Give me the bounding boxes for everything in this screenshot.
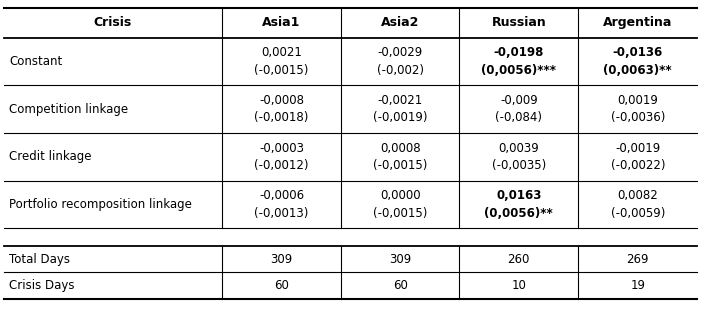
Text: (-0,0022): (-0,0022) (611, 159, 665, 172)
Text: -0,0008: -0,0008 (259, 94, 304, 107)
Text: Portfolio recomposition linkage: Portfolio recomposition linkage (9, 198, 192, 211)
Text: (-0,0035): (-0,0035) (491, 159, 546, 172)
Text: (-0,0015): (-0,0015) (373, 159, 428, 172)
Text: 0,0039: 0,0039 (498, 142, 539, 155)
Text: Asia2: Asia2 (381, 16, 419, 29)
Text: (-0,0036): (-0,0036) (611, 111, 665, 124)
Text: 10: 10 (511, 279, 526, 292)
Text: 19: 19 (630, 279, 646, 292)
Text: (-0,0015): (-0,0015) (373, 206, 428, 220)
Text: Credit linkage: Credit linkage (9, 150, 92, 163)
Text: 0,0163: 0,0163 (496, 189, 541, 203)
Text: (-0,0059): (-0,0059) (611, 206, 665, 220)
Text: (-0,084): (-0,084) (496, 111, 543, 124)
Text: 60: 60 (274, 279, 289, 292)
Text: -0,0021: -0,0021 (378, 94, 423, 107)
Text: -0,0019: -0,0019 (615, 142, 660, 155)
Text: Total Days: Total Days (9, 253, 70, 266)
Text: (-0,0013): (-0,0013) (254, 206, 308, 220)
Text: Crisis: Crisis (94, 16, 132, 29)
Text: Competition linkage: Competition linkage (9, 103, 128, 116)
Text: 0,0082: 0,0082 (618, 189, 658, 203)
Text: -0,0006: -0,0006 (259, 189, 304, 203)
Text: (-0,0012): (-0,0012) (254, 159, 308, 172)
Text: 269: 269 (627, 253, 649, 266)
Text: -0,0198: -0,0198 (494, 46, 544, 60)
Text: (-0,002): (-0,002) (376, 63, 423, 77)
Text: 260: 260 (508, 253, 530, 266)
Text: (-0,0019): (-0,0019) (373, 111, 428, 124)
Text: Constant: Constant (9, 55, 62, 68)
Text: 0,0000: 0,0000 (380, 189, 421, 203)
Text: 309: 309 (389, 253, 411, 266)
Text: 0,0019: 0,0019 (618, 94, 658, 107)
Text: Russian: Russian (491, 16, 546, 29)
Text: (-0,0015): (-0,0015) (254, 63, 308, 77)
Text: (0,0056)***: (0,0056)*** (482, 63, 557, 77)
Text: -0,0136: -0,0136 (613, 46, 663, 60)
Text: Crisis Days: Crisis Days (9, 279, 74, 292)
Text: Argentina: Argentina (603, 16, 672, 29)
Text: 60: 60 (393, 279, 407, 292)
Text: Asia1: Asia1 (262, 16, 301, 29)
Text: (0,0056)**: (0,0056)** (484, 206, 553, 220)
Text: 0,0021: 0,0021 (261, 46, 302, 60)
Text: 309: 309 (271, 253, 292, 266)
Text: (-0,0018): (-0,0018) (254, 111, 308, 124)
Text: -0,0003: -0,0003 (259, 142, 304, 155)
Text: (0,0063)**: (0,0063)** (604, 63, 672, 77)
Text: -0,009: -0,009 (500, 94, 538, 107)
Text: 0,0008: 0,0008 (380, 142, 421, 155)
Text: -0,0029: -0,0029 (378, 46, 423, 60)
